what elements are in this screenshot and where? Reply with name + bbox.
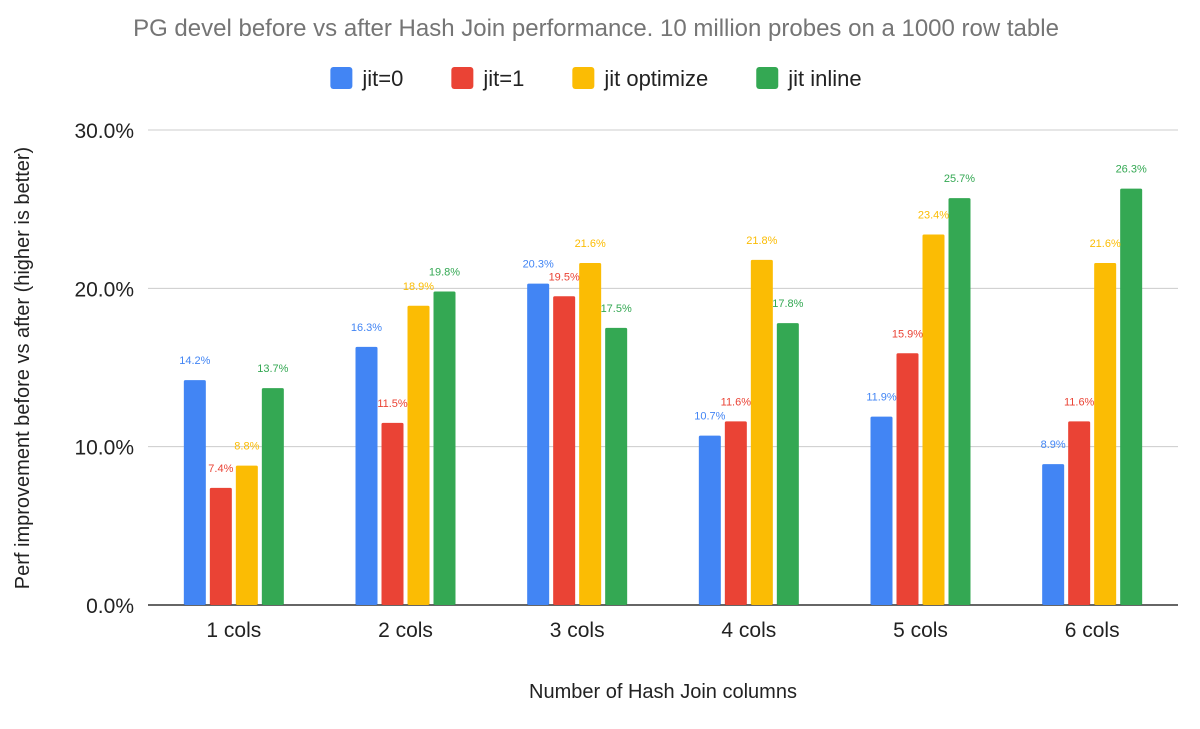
data-labels: 14.2% 7.4%8.8% 13.7% 16.3% 11.5% 18.9% 19.8% 20… <box>179 164 1147 475</box>
bar <box>948 198 971 606</box>
data-label: 21.6% <box>1090 238 1121 250</box>
data-label: 19.5% <box>549 271 580 283</box>
bar <box>183 380 206 605</box>
bar <box>698 435 721 605</box>
bar <box>1120 188 1143 606</box>
chart-title: PG devel before vs after Hash Join perfo… <box>133 15 1059 42</box>
bar <box>235 465 258 605</box>
legend-label: jit=1 <box>482 66 524 91</box>
legend-item: jit inline <box>756 66 862 91</box>
y-tick-label: 10.0% <box>74 437 134 460</box>
legend-swatch <box>572 67 595 89</box>
bar <box>1042 464 1065 605</box>
data-label: 16.3% <box>351 322 382 334</box>
x-tick-label: 6 cols <box>1065 619 1120 642</box>
data-label: 11.5% <box>377 398 408 410</box>
bar <box>870 416 893 605</box>
data-label: 8.8% <box>234 441 259 453</box>
gridlines <box>148 129 1178 606</box>
legend: jit=0 jit=1 jit optimize jit inline <box>330 66 862 91</box>
data-label: 21.6% <box>575 238 606 250</box>
data-label: 25.7% <box>944 173 975 185</box>
x-tick-label: 3 cols <box>550 619 605 642</box>
data-label: 20.3% <box>523 259 554 271</box>
x-tick-label: 4 cols <box>721 619 776 642</box>
y-tick-label: 0.0% <box>86 595 134 618</box>
data-label: 15.9% <box>892 328 923 340</box>
bar <box>896 353 919 605</box>
x-tick-label: 5 cols <box>893 619 948 642</box>
legend-item: jit=0 <box>330 66 403 91</box>
bar <box>922 234 945 605</box>
bar <box>261 388 284 605</box>
y-tick-label: 20.0% <box>74 278 134 301</box>
data-label: 10.7% <box>694 411 725 423</box>
data-label: 7.4% <box>208 463 233 475</box>
data-label: 26.3% <box>1116 164 1147 176</box>
legend-swatch <box>756 67 779 89</box>
x-axis-title: Number of Hash Join columns <box>529 681 797 703</box>
x-tick-label: 2 cols <box>378 619 433 642</box>
y-axis-ticks: 0.0% 10.0% 20.0% 30.0% <box>74 120 134 618</box>
bar <box>1068 421 1091 605</box>
data-label: 23.4% <box>918 210 949 222</box>
legend-label: jit inline <box>787 66 861 91</box>
legend-label: jit=0 <box>361 66 403 91</box>
bar <box>433 291 456 605</box>
x-tick-label: 1 cols <box>206 619 261 642</box>
bar <box>527 283 550 605</box>
data-label: 19.8% <box>429 267 460 279</box>
data-label: 11.6% <box>721 396 752 408</box>
legend-swatch <box>451 67 474 89</box>
y-tick-label: 30.0% <box>74 120 134 143</box>
bar <box>776 323 799 605</box>
bar <box>209 487 232 605</box>
legend-item: jit=1 <box>451 66 524 91</box>
bars <box>183 188 1143 606</box>
legend-swatch <box>330 67 353 89</box>
legend-item: jit optimize <box>572 66 708 91</box>
bar <box>355 346 378 605</box>
bar <box>381 422 404 605</box>
data-label: 11.6% <box>1064 396 1095 408</box>
legend-label: jit optimize <box>603 66 708 91</box>
bar <box>407 305 430 605</box>
data-label: 18.9% <box>403 281 434 293</box>
data-label: 13.7% <box>257 363 288 375</box>
bar <box>724 421 747 605</box>
data-label: 21.8% <box>746 235 777 247</box>
bar <box>605 327 628 605</box>
data-label: 17.5% <box>601 303 632 315</box>
bar <box>1094 263 1117 605</box>
data-label: 11.9% <box>866 392 897 404</box>
bar <box>750 259 773 605</box>
x-axis-categories: 1 cols 2 cols 3 cols 4 cols 5 cols 6 cols <box>206 619 1119 642</box>
data-label: 14.2% <box>179 355 210 367</box>
data-label: 8.9% <box>1041 439 1066 451</box>
y-axis-title: Perf improvement before vs after (higher… <box>12 147 34 589</box>
data-label: 17.8% <box>772 298 803 310</box>
bar <box>579 263 602 605</box>
bar <box>553 296 576 605</box>
